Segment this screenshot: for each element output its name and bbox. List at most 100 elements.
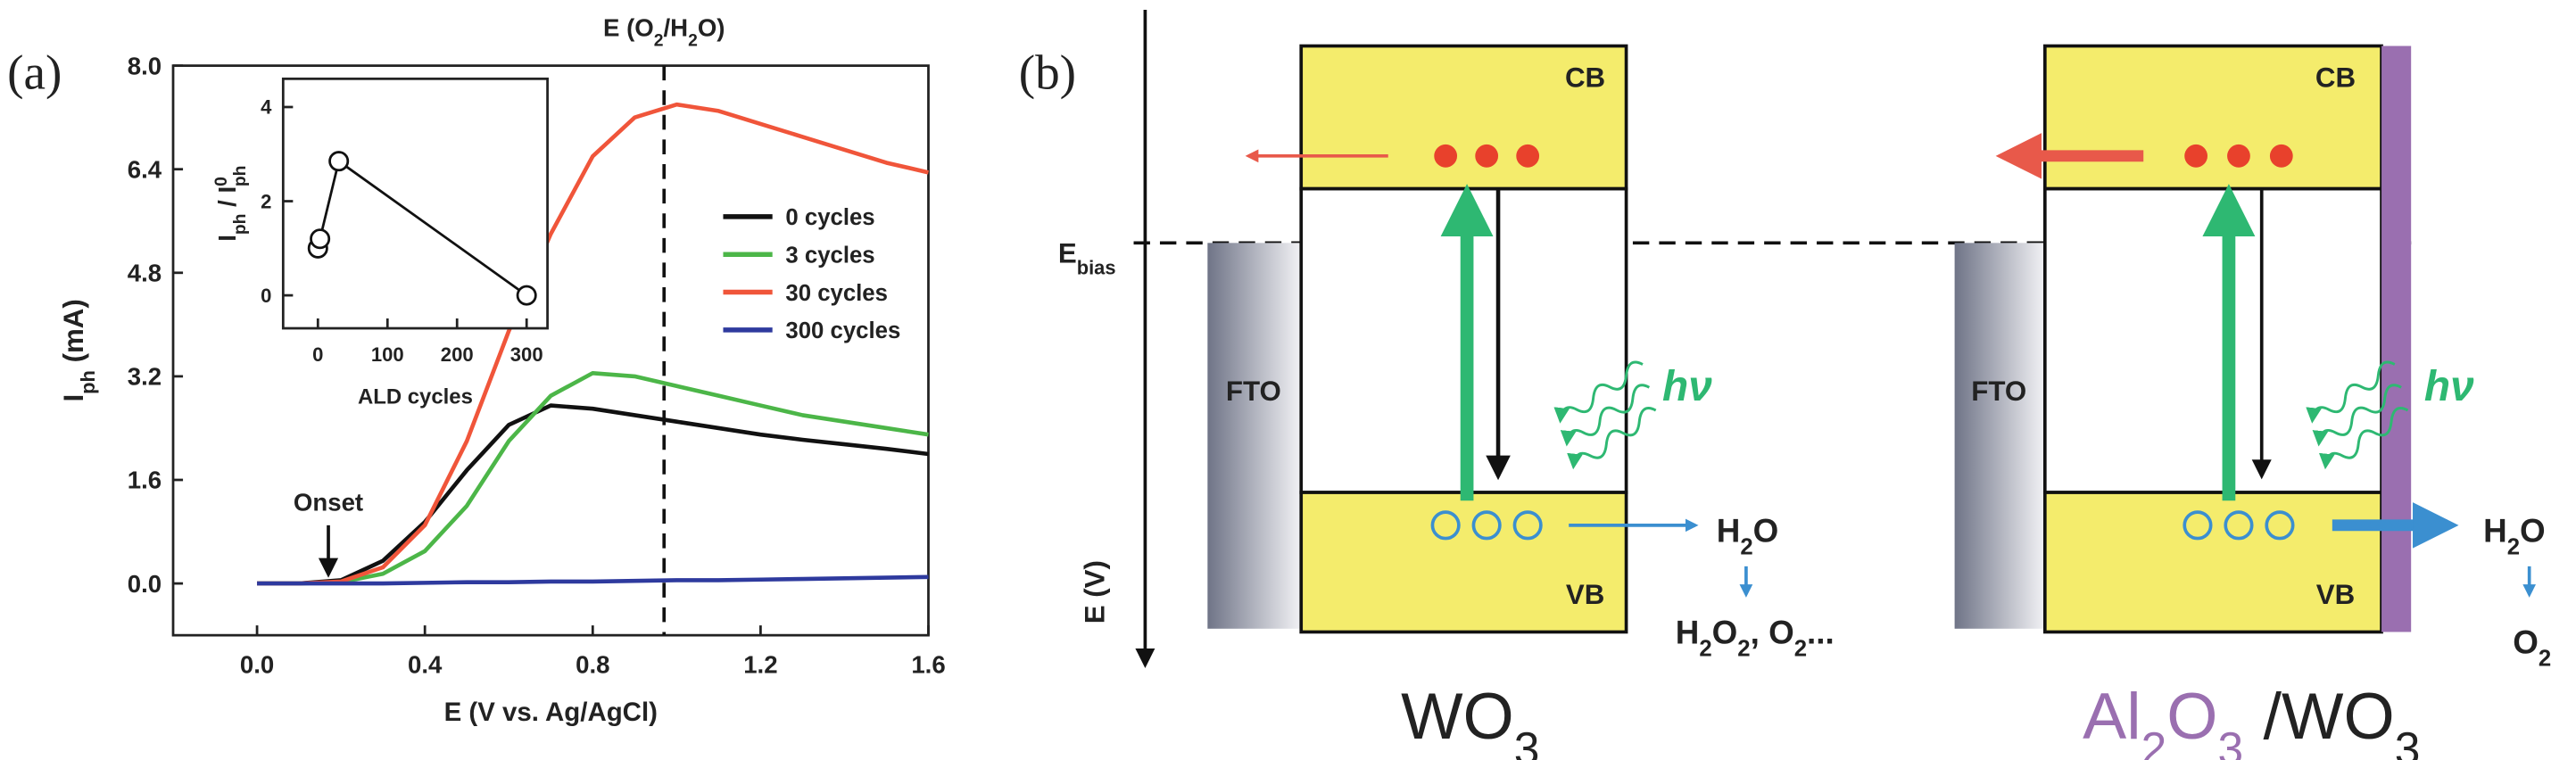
legend-label: 300 cycles	[785, 318, 900, 343]
fto-label: FTO	[1971, 376, 2026, 407]
text-part: bias	[1077, 256, 1116, 278]
text-part: ...	[1807, 614, 1835, 650]
text-part: H	[1717, 512, 1741, 549]
text-part: / I	[213, 186, 241, 214]
text-part: O	[1753, 512, 1779, 549]
text-part: O	[2513, 624, 2539, 660]
text-part: WO	[1401, 679, 1514, 753]
y-tick-label: 1.6	[128, 467, 162, 494]
x-tick-label: 200	[441, 343, 474, 366]
y-tick-label: 4.8	[128, 259, 162, 286]
legend-label: 30 cycles	[785, 281, 888, 306]
text-part: H	[1676, 614, 1700, 650]
series-line	[257, 403, 929, 586]
fto-label: FTO	[1226, 376, 1281, 407]
text-part: 2	[688, 31, 698, 50]
data-point	[310, 228, 331, 250]
structure-name: /WO3	[2264, 679, 2421, 760]
cb-label: CB	[2315, 62, 2356, 94]
annotation: Onset	[294, 488, 363, 516]
y-tick-label: 3.2	[128, 363, 162, 391]
text-part: /WO	[2264, 679, 2395, 753]
text-part: (mA)	[58, 299, 89, 370]
text-part: O)	[698, 13, 725, 41]
products: O2	[2513, 624, 2551, 671]
electrons	[2184, 144, 2293, 168]
structure-name: WO3	[1401, 679, 1539, 760]
conduction-band	[2042, 44, 2383, 191]
vb-label: VB	[2316, 579, 2355, 610]
series-line	[257, 574, 929, 586]
y-tick-label: 0.0	[128, 570, 162, 598]
y-axis-label: Iph / I0ph	[211, 166, 249, 242]
x-tick-label: 300	[510, 343, 543, 366]
text-part: 2	[2507, 534, 2520, 559]
electrons	[1434, 144, 1540, 168]
valence-band	[1299, 491, 1628, 634]
x-tick-label: 0	[312, 343, 323, 366]
holes	[2183, 510, 2295, 541]
text-part: I	[58, 394, 89, 402]
data-point	[328, 151, 350, 172]
x-tick-label: 0.0	[240, 650, 274, 678]
fto-layer	[1207, 243, 1302, 629]
legend-label: 3 cycles	[785, 243, 874, 268]
text-part: 2	[2539, 646, 2551, 671]
reactant: H2O	[1717, 512, 1779, 559]
inset-bg	[283, 78, 548, 329]
text-part: ph	[76, 370, 98, 394]
data-point	[516, 285, 537, 306]
text-part: ph	[230, 214, 249, 235]
text-part: 2	[1740, 534, 1752, 559]
series-line	[257, 370, 929, 586]
text-part: O	[1712, 614, 1738, 650]
conduction-band	[1299, 44, 1628, 191]
panel-label: (a)	[7, 45, 62, 99]
text-part: 2	[654, 31, 664, 50]
text-part: E (O	[603, 13, 654, 41]
text-part: 3	[2395, 723, 2421, 760]
bias-label: Ebias	[1058, 237, 1116, 278]
band-gap	[2042, 186, 2383, 494]
x-tick-label: 100	[371, 343, 404, 366]
valence-band	[2042, 491, 2383, 634]
plot-frame	[281, 77, 549, 330]
text-part: , O	[1751, 614, 1794, 650]
x-axis-label: E (V vs. Ag/AgCl)	[444, 698, 658, 727]
text-part: 3	[2217, 723, 2243, 760]
text-part: O	[2520, 512, 2546, 549]
x-axis-label: ALD cycles	[358, 385, 473, 409]
text-part: 0	[211, 177, 230, 186]
panel-label: (b)	[1019, 45, 1076, 99]
text-part: I	[213, 235, 241, 242]
photon-label: hν	[1662, 363, 1712, 410]
holes	[1430, 510, 1543, 541]
axis-label: E (V)	[1079, 560, 1110, 624]
vb-label: VB	[1566, 579, 1604, 610]
annotation: E (O2/H2O)	[603, 13, 725, 50]
photon-waves	[1553, 360, 1657, 470]
y-tick-label: 4	[261, 96, 272, 119]
x-tick-label: 1.6	[911, 650, 945, 678]
structure-name: Al2O3	[2083, 679, 2243, 760]
al2o3-layer	[2381, 45, 2412, 632]
text-part: 2	[1737, 636, 1750, 661]
x-tick-label: 0.8	[576, 650, 609, 678]
plot-frame	[171, 64, 930, 637]
photon-label: hν	[2424, 363, 2474, 410]
cb-label: CB	[1565, 62, 1605, 94]
legend-label: 0 cycles	[785, 205, 874, 230]
y-tick-label: 0	[261, 285, 271, 307]
x-tick-label: 0.4	[408, 650, 443, 678]
series-line	[257, 102, 930, 586]
y-tick-label: 2	[261, 190, 271, 212]
x-tick-label: 1.2	[743, 650, 777, 678]
y-axis-label: Iph (mA)	[58, 299, 99, 401]
y-tick-label: 6.4	[128, 155, 162, 183]
photon-waves	[2306, 360, 2409, 470]
text-part: 2	[2141, 723, 2167, 760]
fto-layer	[1954, 243, 2045, 629]
text-part: 3	[1514, 723, 1540, 760]
